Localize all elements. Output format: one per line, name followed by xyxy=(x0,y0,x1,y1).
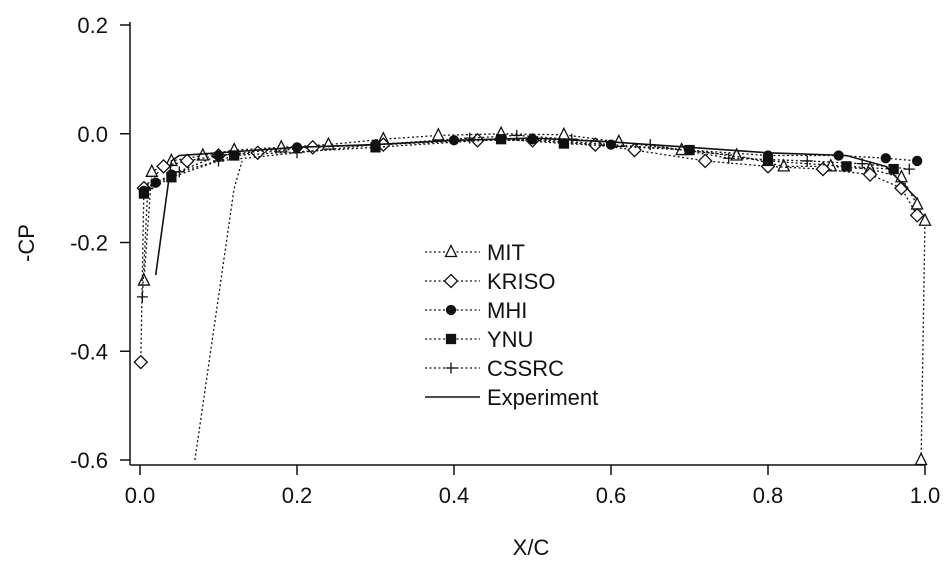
y-tick-label: -0.2 xyxy=(70,231,108,256)
x-tick-label: 0.0 xyxy=(125,483,156,508)
data-point xyxy=(841,161,852,172)
legend-marker xyxy=(445,362,457,374)
data-point xyxy=(723,152,735,164)
x-tick-label: 0.2 xyxy=(282,483,313,508)
data-point xyxy=(777,158,791,172)
data-point xyxy=(918,212,932,226)
data-point xyxy=(862,167,878,182)
legend-item: KRISO xyxy=(425,269,555,294)
plot-area xyxy=(133,125,932,466)
y-tick-label: 0.0 xyxy=(77,122,108,147)
data-point xyxy=(179,153,195,169)
data-point xyxy=(880,153,891,164)
x-tick-label: 0.4 xyxy=(439,483,470,508)
x-tick-label: 1.0 xyxy=(910,483,941,508)
legend-label: CSSRC xyxy=(487,356,564,381)
legend-item: Experiment xyxy=(425,385,598,410)
series-line xyxy=(143,133,926,461)
data-point xyxy=(142,182,154,194)
data-point xyxy=(903,163,915,175)
data-point xyxy=(137,272,151,286)
legend-item: MIT xyxy=(425,240,525,265)
data-point xyxy=(133,354,149,370)
y-axis-title: -CP xyxy=(14,224,39,262)
x-axis-title: X/C xyxy=(513,535,550,560)
data-point xyxy=(909,207,925,223)
axes xyxy=(129,22,925,466)
x-tick-label: 0.8 xyxy=(753,483,784,508)
data-point xyxy=(527,134,538,145)
legend: MIT KRISO MHI YNU CSSRC Experiment xyxy=(425,240,598,410)
data-point xyxy=(173,166,185,178)
legend-item: YNU xyxy=(425,327,533,352)
data-point xyxy=(697,153,713,169)
legend-marker xyxy=(445,333,457,345)
legend-item: MHI xyxy=(425,298,527,323)
data-point xyxy=(612,133,626,148)
x-tick-label: 0.6 xyxy=(596,483,627,508)
data-point xyxy=(156,158,171,174)
ticks: 0.0 0.2 0.4 0.6 0.8 1.0 0.2 0.0 -0.2 -0.4 -0.6 xyxy=(70,13,940,508)
series-line xyxy=(143,138,894,195)
y-tick-label: -0.4 xyxy=(70,339,108,364)
legend-label: Experiment xyxy=(487,385,598,410)
series-line xyxy=(154,137,918,276)
data-point xyxy=(136,291,148,303)
legend-label: KRISO xyxy=(487,269,555,294)
legend-label: MHI xyxy=(487,298,527,323)
y-tick-label: -0.6 xyxy=(70,448,108,473)
data-point xyxy=(894,180,909,196)
legend-marker xyxy=(443,273,459,289)
data-point xyxy=(801,155,813,167)
series-experiment xyxy=(154,137,918,276)
y-tick-label: 0.2 xyxy=(77,13,108,38)
data-point xyxy=(145,163,159,177)
data-point xyxy=(464,132,476,144)
series-line xyxy=(194,160,243,461)
series-line xyxy=(141,134,910,297)
data-point xyxy=(150,177,161,188)
series-unlabeled xyxy=(194,160,243,461)
data-point xyxy=(912,155,923,167)
data-point xyxy=(762,155,774,167)
legend-label: MIT xyxy=(487,240,525,265)
legend-item: CSSRC xyxy=(425,356,564,381)
legend-marker xyxy=(445,304,457,316)
data-point xyxy=(815,161,831,177)
legend-label: YNU xyxy=(487,327,533,352)
data-point xyxy=(213,155,224,167)
data-point xyxy=(291,147,303,159)
data-point xyxy=(166,172,177,183)
legend-marker xyxy=(444,244,458,258)
